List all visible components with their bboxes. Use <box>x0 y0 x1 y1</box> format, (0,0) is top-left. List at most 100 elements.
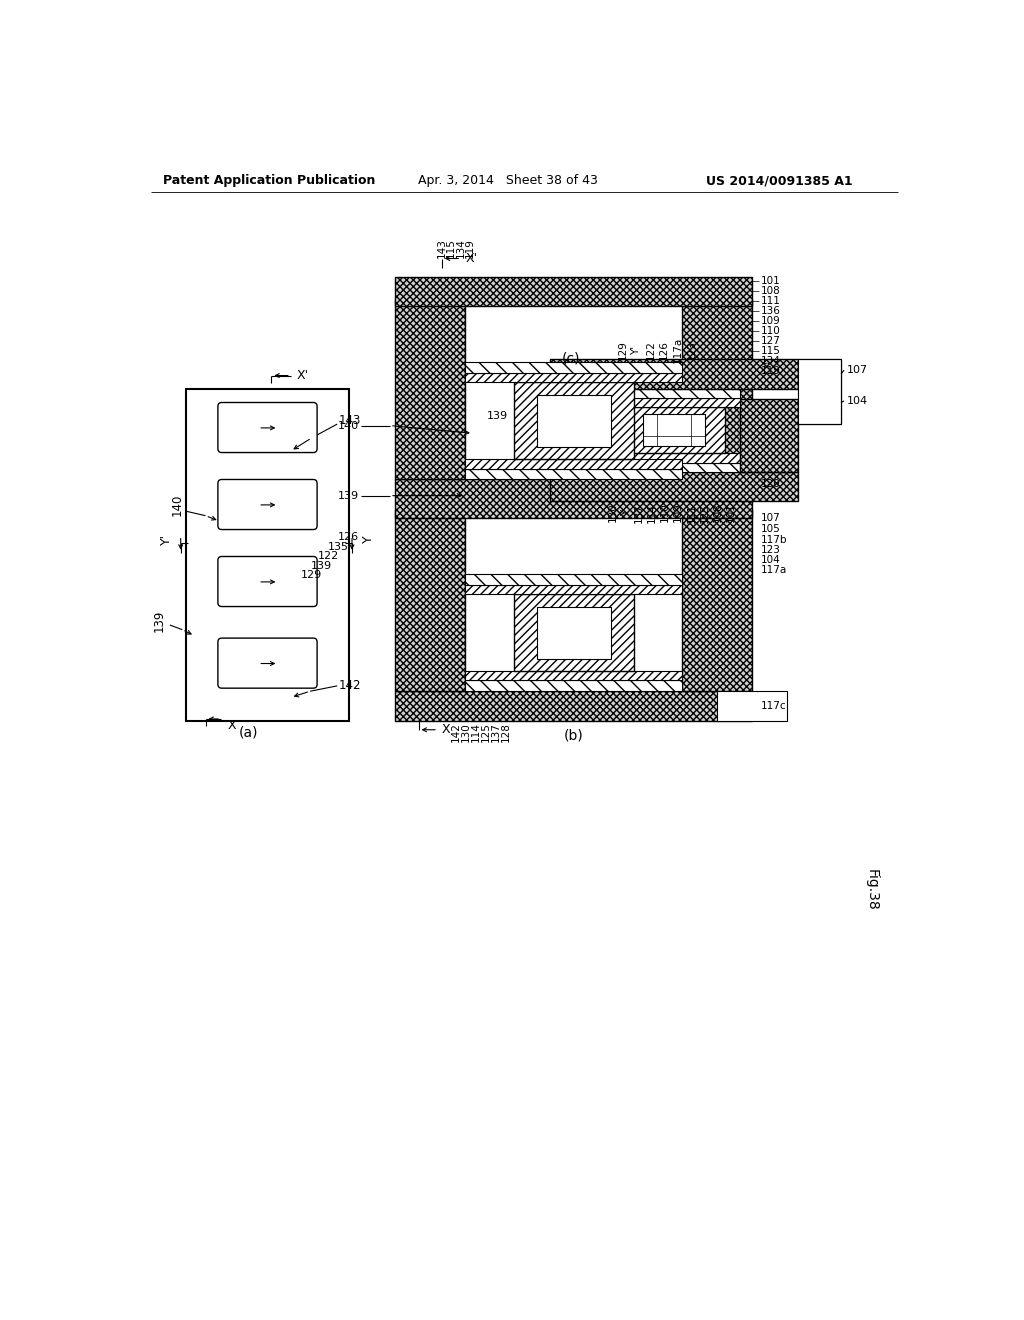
Bar <box>682 511 752 692</box>
Bar <box>395 692 752 721</box>
Text: 114: 114 <box>647 503 657 523</box>
Text: X': X' <box>297 370 309 381</box>
Text: 117a: 117a <box>673 337 683 363</box>
Bar <box>538 395 611 447</box>
Bar <box>608 388 740 397</box>
Bar <box>465 681 682 692</box>
Text: 119: 119 <box>761 366 781 376</box>
Bar <box>550 359 799 388</box>
Text: Y: Y <box>621 510 631 516</box>
Text: 137: 137 <box>634 503 644 523</box>
Text: 123: 123 <box>687 341 697 360</box>
FancyBboxPatch shape <box>218 479 317 529</box>
Bar <box>465 459 682 469</box>
Text: 135: 135 <box>328 543 349 552</box>
Text: Fig.38: Fig.38 <box>865 869 879 911</box>
Text: 140: 140 <box>338 421 359 430</box>
Text: 142: 142 <box>339 678 361 692</box>
Text: 109: 109 <box>673 503 683 523</box>
Text: 139: 139 <box>310 561 332 570</box>
Text: 127: 127 <box>761 335 781 346</box>
Bar <box>465 671 682 681</box>
Bar <box>395 298 465 479</box>
Text: 107: 107 <box>847 366 867 375</box>
Text: 114: 114 <box>471 722 481 742</box>
Text: 120: 120 <box>761 479 781 490</box>
Bar <box>186 389 349 721</box>
Bar <box>465 585 682 594</box>
FancyBboxPatch shape <box>218 638 317 688</box>
Text: 111: 111 <box>761 296 781 306</box>
Text: 143: 143 <box>339 413 361 426</box>
Bar <box>514 383 634 459</box>
Bar <box>550 471 799 502</box>
Text: 126: 126 <box>338 532 359 543</box>
Bar <box>465 374 682 383</box>
Text: 129: 129 <box>301 570 323 579</box>
Bar <box>624 407 725 453</box>
Bar <box>752 560 791 721</box>
Text: 139: 139 <box>486 412 508 421</box>
Bar <box>608 453 740 462</box>
Text: 122: 122 <box>645 341 655 360</box>
Text: 109: 109 <box>761 315 781 326</box>
Text: 139: 139 <box>153 610 166 631</box>
Bar <box>465 363 682 374</box>
Text: (c): (c) <box>562 351 581 366</box>
Text: 136: 136 <box>761 306 781 315</box>
Text: X': X' <box>465 252 477 265</box>
Text: 108: 108 <box>761 286 781 296</box>
Bar <box>465 469 682 479</box>
Text: 125: 125 <box>481 722 492 742</box>
Text: 125: 125 <box>699 503 710 523</box>
Text: 122: 122 <box>318 552 340 561</box>
Text: X: X <box>442 723 451 737</box>
Text: 126: 126 <box>659 341 670 360</box>
Text: Y': Y' <box>632 346 641 355</box>
Text: 129: 129 <box>617 341 628 360</box>
Text: 110: 110 <box>660 503 670 523</box>
Bar <box>538 607 611 659</box>
Bar <box>550 399 608 471</box>
Text: 110: 110 <box>761 326 781 335</box>
Text: 104: 104 <box>761 556 781 565</box>
Text: (a): (a) <box>239 725 258 739</box>
Bar <box>395 479 752 517</box>
Text: 104: 104 <box>847 396 867 407</box>
Text: Y': Y' <box>160 535 173 545</box>
FancyBboxPatch shape <box>218 403 317 453</box>
Text: 117b: 117b <box>761 535 787 545</box>
Text: 139: 139 <box>338 491 359 500</box>
Text: 137: 137 <box>492 722 501 742</box>
Bar <box>608 397 740 407</box>
Text: 117c: 117c <box>761 701 786 711</box>
Text: 143: 143 <box>437 239 446 259</box>
Text: 111: 111 <box>686 503 696 523</box>
Bar <box>799 359 841 424</box>
Bar <box>740 399 799 471</box>
Text: Patent Application Publication: Patent Application Publication <box>163 174 375 187</box>
Text: 130: 130 <box>461 722 471 742</box>
Text: US 2014/0091385 A1: US 2014/0091385 A1 <box>706 174 852 187</box>
Text: 123: 123 <box>761 545 781 556</box>
Text: 117a: 117a <box>761 565 787 576</box>
Text: 140: 140 <box>171 494 184 516</box>
Bar <box>608 462 740 471</box>
Text: 142: 142 <box>451 722 461 742</box>
Bar <box>465 574 682 585</box>
Bar <box>682 298 752 479</box>
Text: 128: 128 <box>501 722 511 742</box>
Text: 134: 134 <box>761 356 781 366</box>
Text: 105: 105 <box>761 524 781 533</box>
Text: Apr. 3, 2014   Sheet 38 of 43: Apr. 3, 2014 Sheet 38 of 43 <box>418 174 598 187</box>
Text: 101: 101 <box>761 276 781 286</box>
Bar <box>643 414 706 446</box>
Text: 107: 107 <box>761 513 781 523</box>
Text: X: X <box>227 719 236 733</box>
Bar <box>514 594 634 671</box>
Text: 108: 108 <box>713 503 723 523</box>
Text: 115: 115 <box>446 239 456 259</box>
Text: 119: 119 <box>465 239 475 259</box>
Bar <box>395 277 752 306</box>
Text: (b): (b) <box>564 729 584 743</box>
